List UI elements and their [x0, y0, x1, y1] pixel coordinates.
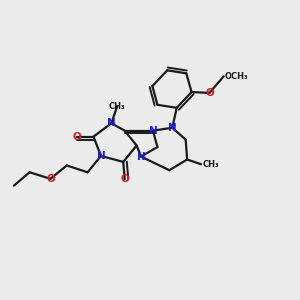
Text: N: N — [148, 126, 157, 136]
Text: N: N — [137, 152, 146, 161]
Text: O: O — [46, 174, 55, 184]
Text: O: O — [205, 88, 214, 98]
Text: O: O — [120, 174, 129, 184]
Text: N: N — [168, 123, 177, 133]
Text: CH₃: CH₃ — [202, 160, 219, 169]
Text: OCH₃: OCH₃ — [225, 72, 248, 81]
Text: N: N — [97, 151, 105, 161]
Text: N: N — [107, 118, 116, 128]
Text: CH₃: CH₃ — [109, 101, 126, 110]
Text: O: O — [73, 132, 82, 142]
